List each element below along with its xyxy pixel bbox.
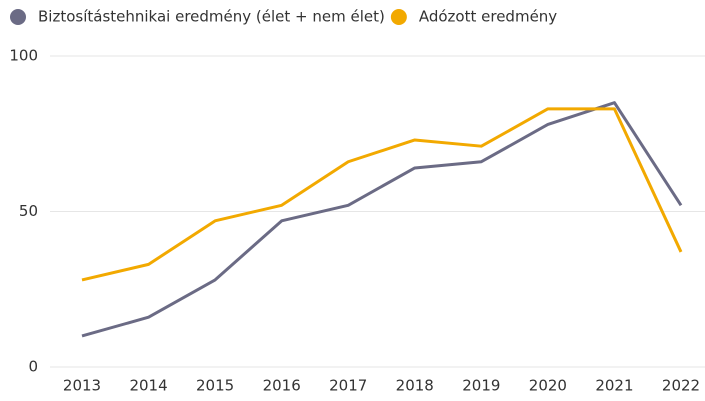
x-tick-label: 2021 (595, 377, 633, 395)
x-tick-label: 2019 (462, 377, 500, 395)
x-tick-label: 2015 (196, 377, 234, 395)
x-tick-label: 2022 (662, 377, 700, 395)
x-tick-label: 2013 (63, 377, 101, 395)
line-series (81, 101, 683, 338)
legend-label: Adózott eredmény (419, 8, 557, 26)
x-tick-label: 2017 (329, 377, 367, 395)
y-tick-label: 100 (9, 47, 38, 65)
x-tick-label: 2016 (263, 377, 301, 395)
legend-label: Biztosítástehnikai eredmény (élet + nem … (38, 8, 385, 26)
x-tick-label: 2014 (129, 377, 167, 395)
line-series (81, 107, 683, 282)
x-tick-label: 2018 (396, 377, 434, 395)
x-tick-label: 2020 (529, 377, 567, 395)
y-tick-label: 0 (28, 358, 38, 376)
legend-marker (10, 9, 26, 25)
y-tick-label: 50 (19, 202, 38, 220)
legend-marker (390, 9, 407, 25)
